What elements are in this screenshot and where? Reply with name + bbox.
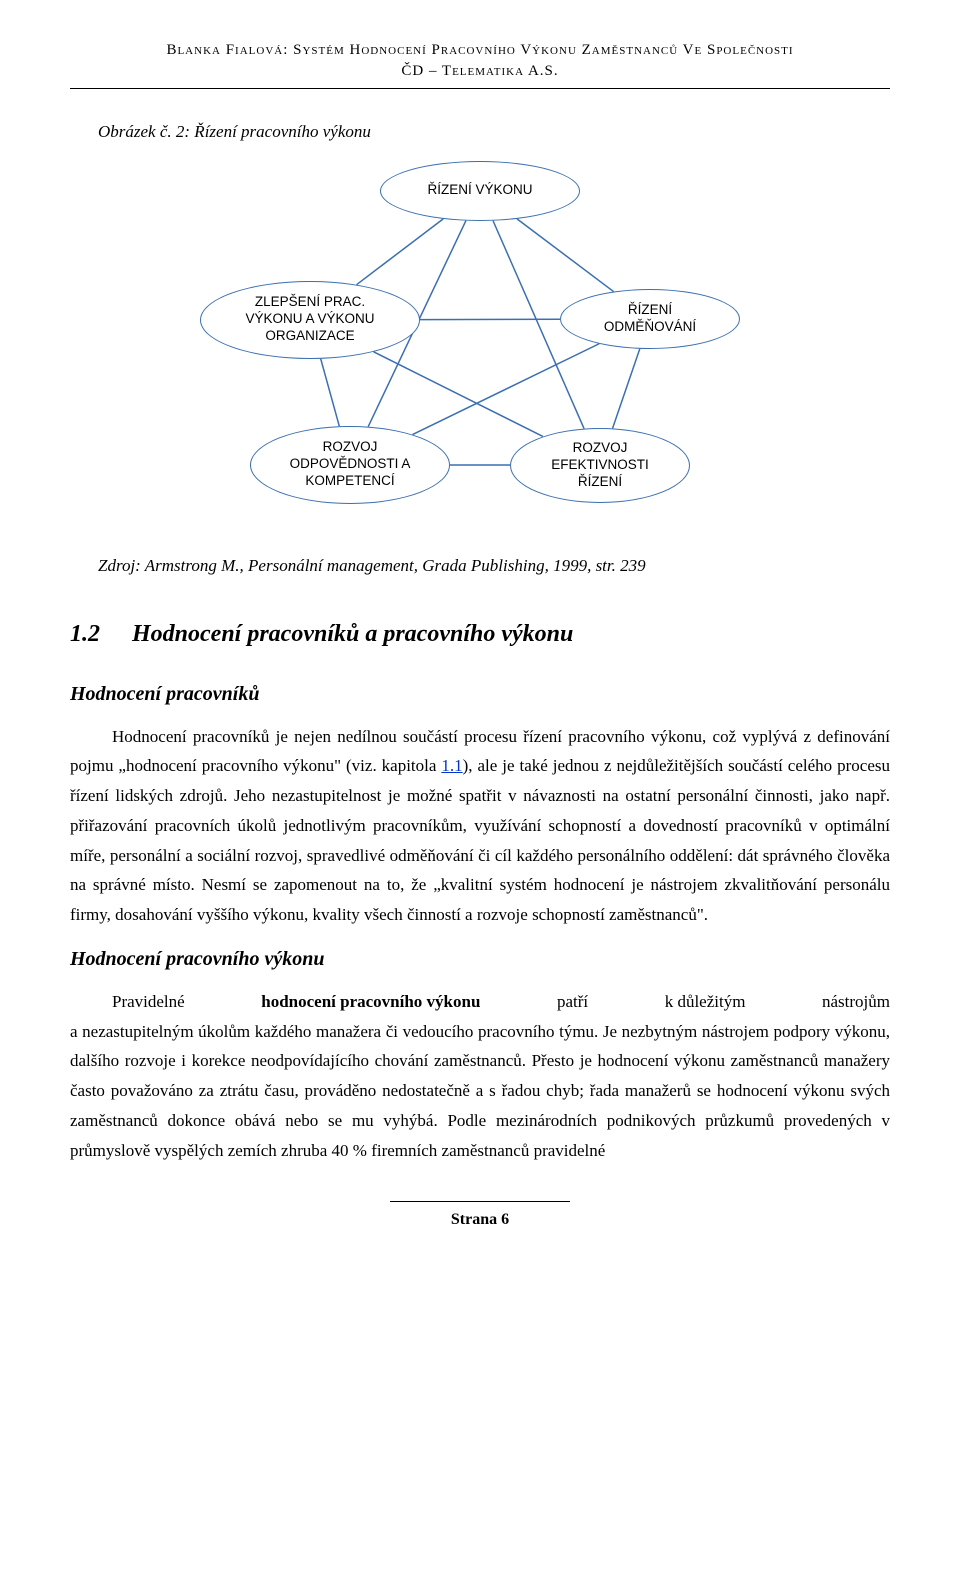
figure-caption: Obrázek č. 2: Řízení pracovního výkonu — [98, 117, 890, 147]
section-heading: 1.2 Hodnocení pracovníků a pracovního vý… — [70, 613, 890, 655]
node-efektivnost: ROZVOJEFEKTIVNOSTIŘÍZENÍ — [510, 428, 690, 503]
figure-source: Zdroj: Armstrong M., Personální manageme… — [98, 551, 890, 581]
para-hodnoceni-vykonu: Pravidelné hodnocení pracovního výkonu p… — [70, 987, 890, 1166]
node-zlepseni: ZLEPŠENÍ PRAC.VÝKONU A VÝKONUORGANIZACE — [200, 281, 420, 359]
subheading-hodnoceni-vykonu: Hodnocení pracovního výkonu — [70, 942, 890, 977]
section-title: Hodnocení pracovníků a pracovního výkonu — [132, 621, 573, 647]
para2-word-nastrojum: nástrojům — [822, 987, 890, 1017]
node-label: ROZVOJEFEKTIVNOSTIŘÍZENÍ — [551, 440, 649, 491]
para-hodnoceni-pracovniku: Hodnocení pracovníků je nejen nedílnou s… — [70, 722, 890, 930]
node-label: ZLEPŠENÍ PRAC.VÝKONU A VÝKONUORGANIZACE — [245, 294, 374, 345]
para2-bold-phrase: hodnocení pracovního výkonu — [261, 987, 480, 1017]
para2-word-patri: patří — [557, 987, 588, 1017]
section-number: 1.2 — [70, 613, 126, 655]
link-kapitola-1-1[interactable]: 1.1 — [441, 756, 462, 775]
node-rizeni-vykonu: ŘÍZENÍ VÝKONU — [380, 161, 580, 221]
footer-rule — [390, 1201, 570, 1202]
running-header: Blanka Fialová: Systém Hodnocení Pracovn… — [70, 40, 890, 89]
page-footer: Strana 6 — [70, 1201, 890, 1234]
para2-word-pravidelne: Pravidelné — [112, 987, 185, 1017]
header-line-2: ČD – Telematika A.S. — [70, 61, 890, 82]
performance-management-diagram: ŘÍZENÍ VÝKONU ZLEPŠENÍ PRAC.VÝKONU A VÝK… — [160, 161, 800, 541]
node-label: ROZVOJODPOVĚDNOSTI AKOMPETENCÍ — [290, 439, 411, 490]
para2-rest: a nezastupitelným úkolům každého manažer… — [70, 1017, 890, 1166]
subheading-hodnoceni-pracovniku: Hodnocení pracovníků — [70, 677, 890, 712]
node-label: ŘÍZENÍODMĚŇOVÁNÍ — [604, 302, 696, 336]
node-odmenovani: ŘÍZENÍODMĚŇOVÁNÍ — [560, 289, 740, 349]
header-line-1: Blanka Fialová: Systém Hodnocení Pracovn… — [70, 40, 890, 61]
node-label: ŘÍZENÍ VÝKONU — [427, 182, 532, 199]
node-odpovednost: ROZVOJODPOVĚDNOSTI AKOMPETENCÍ — [250, 426, 450, 504]
para2-word-kdulezitym: k důležitým — [665, 987, 746, 1017]
para1-after-link: ), ale je také jednou z nejdůležitějších… — [70, 756, 890, 924]
page-number: Strana 6 — [70, 1206, 890, 1234]
